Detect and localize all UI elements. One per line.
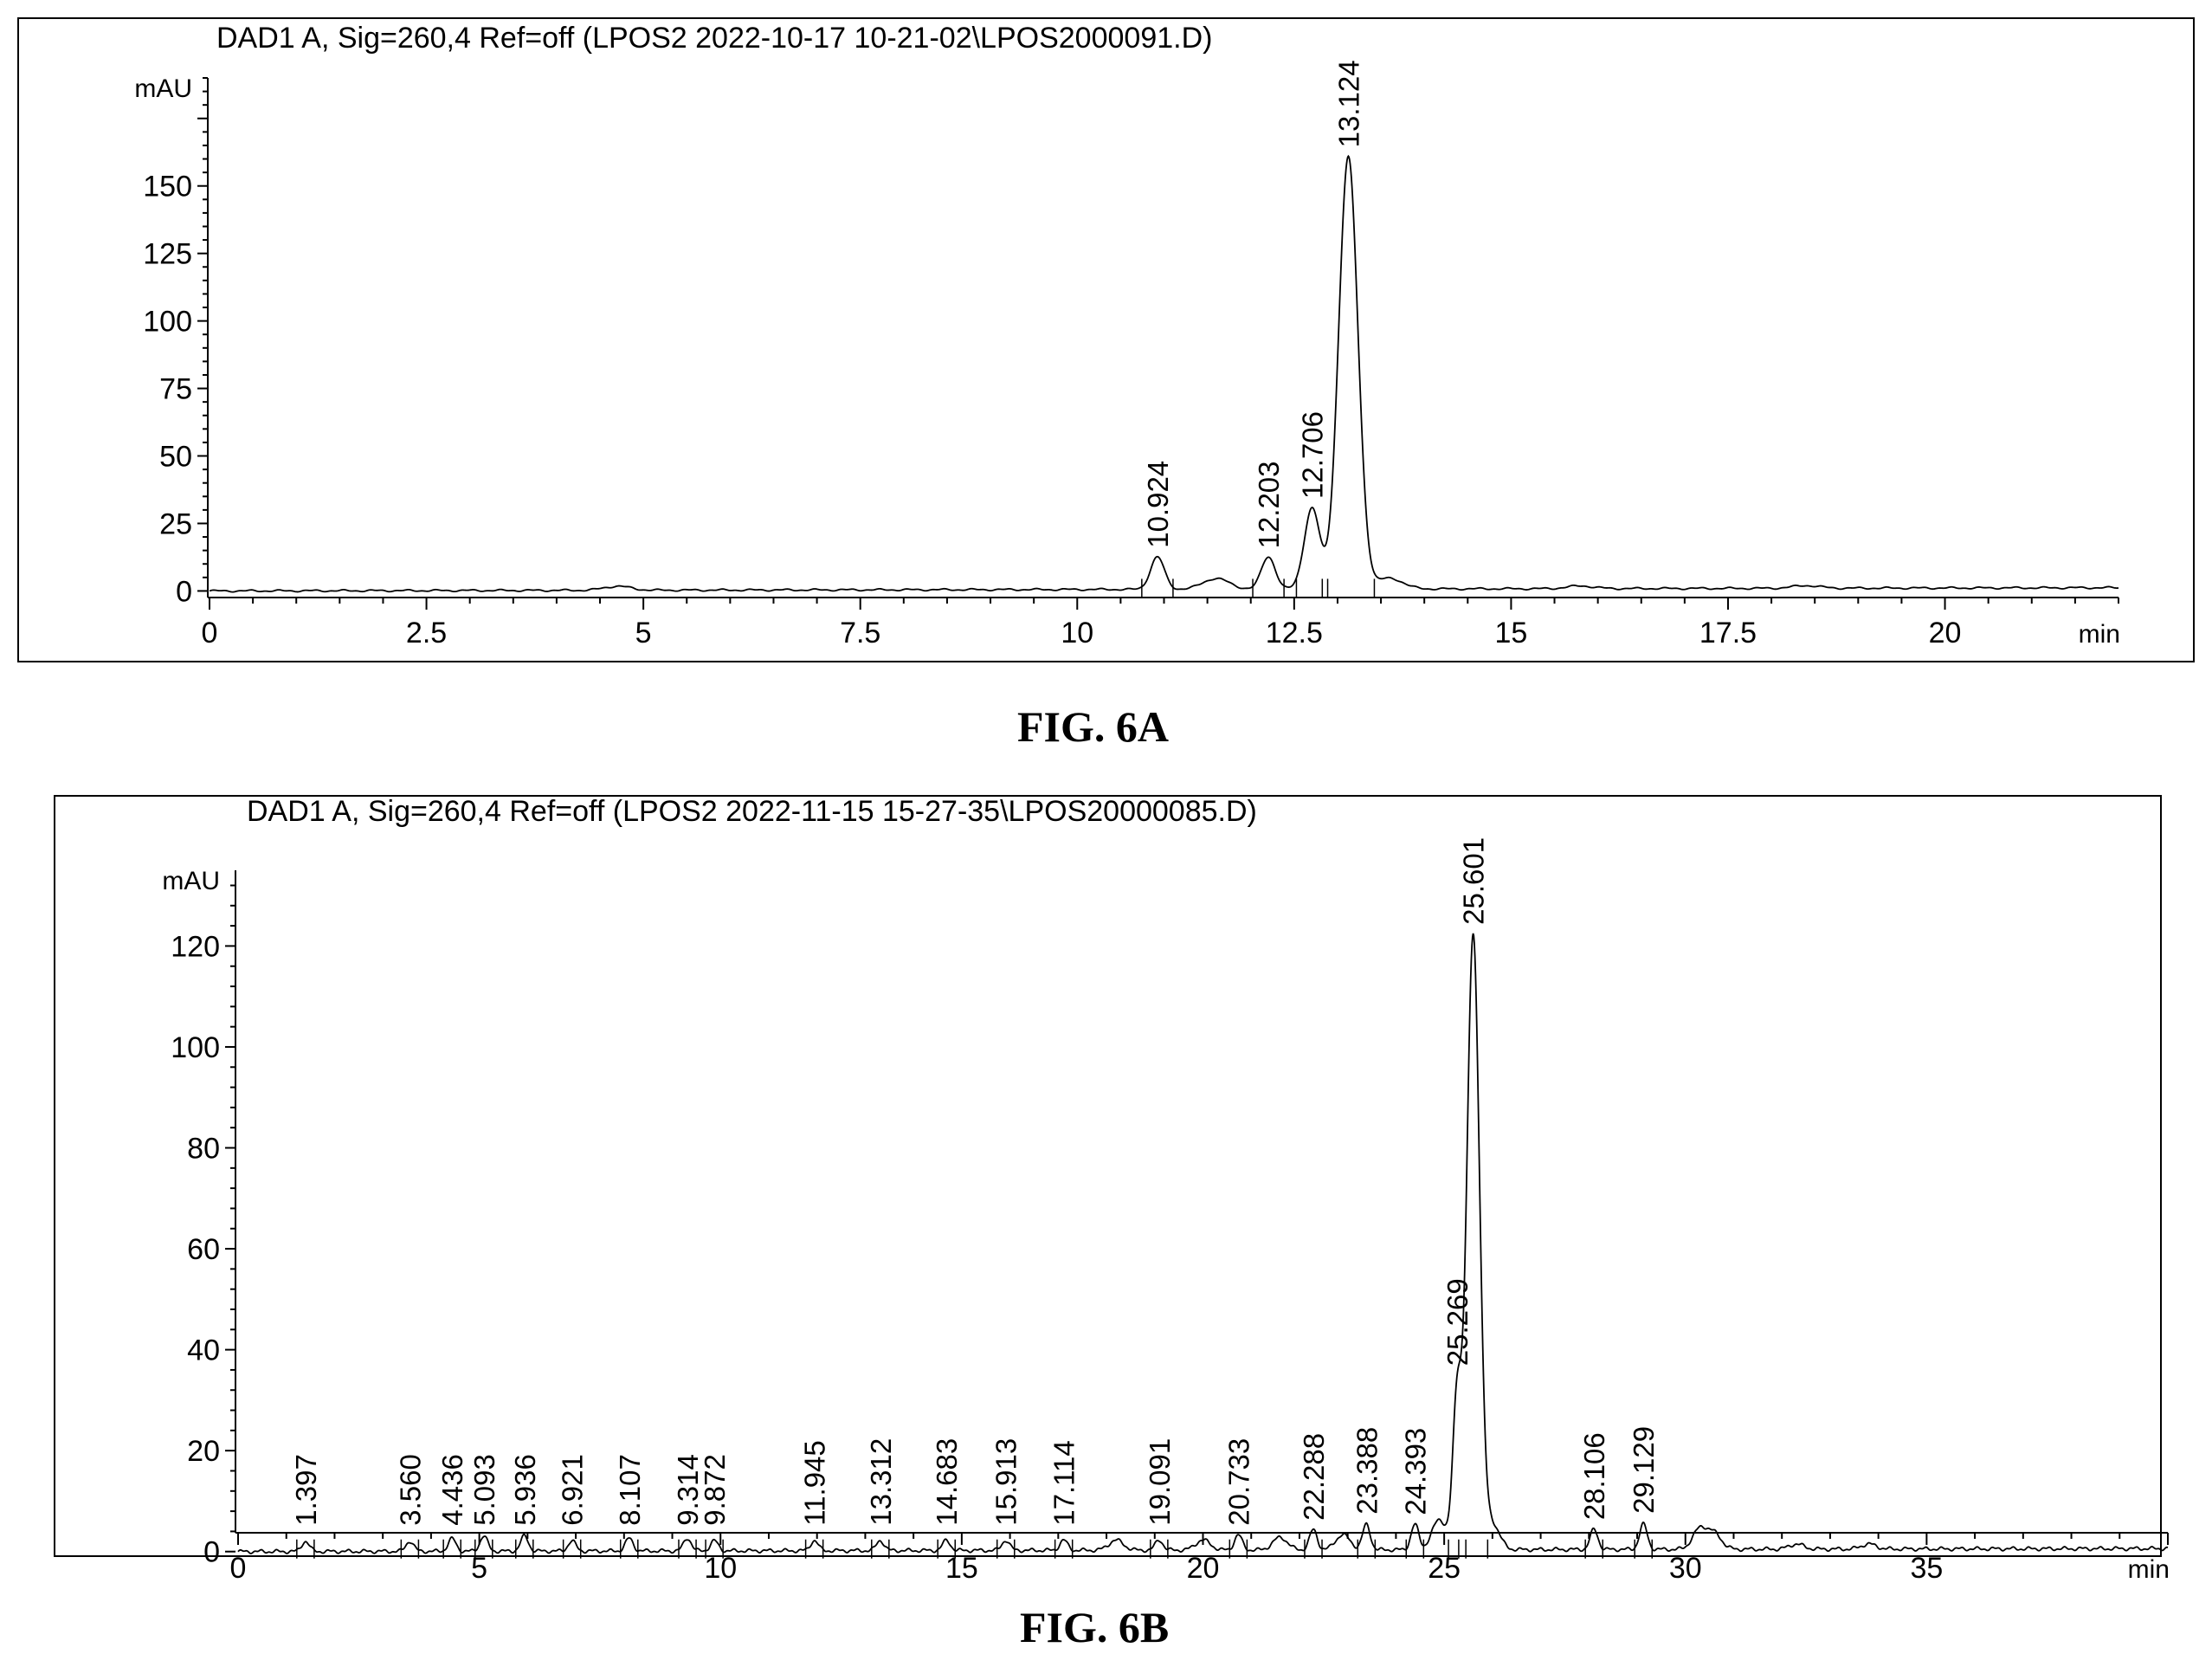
peak-label: 11.945 — [799, 1440, 831, 1525]
y-tick-label: 25 — [159, 507, 192, 540]
x-tick-label: 10 — [704, 1552, 737, 1585]
chromatogram-6a: 0 25 50 75 100 125 150 mAU 0 2.5 5 7.5 10 12.5 15 17.5 2… — [134, 60, 2120, 649]
x-tick-label: 20 — [1187, 1552, 1220, 1585]
x-tick-label: 20 — [1929, 617, 1962, 649]
y-tick-label: 50 — [159, 441, 192, 474]
plot-frame — [54, 795, 2162, 1557]
peak-label: 15.913 — [990, 1438, 1022, 1526]
peak-label: 13.124 — [1332, 60, 1364, 147]
peak-label: 17.114 — [1048, 1440, 1080, 1525]
x-axis-unit: min — [2079, 620, 2120, 649]
y-tick-label: 40 — [187, 1334, 220, 1367]
peak-label: 25.601 — [1458, 837, 1490, 925]
peak-label: 12.706 — [1296, 411, 1328, 499]
x-tick-label: 17.5 — [1699, 617, 1757, 649]
signal-header: DAD1 A, Sig=260,4 Ref=off (LPOS2 2022-10… — [216, 22, 1213, 55]
x-tick-label: 5 — [471, 1552, 487, 1585]
y-tick-label: 60 — [187, 1233, 220, 1266]
x-tick-label: 25 — [1428, 1552, 1461, 1585]
y-axis-unit: mAU — [162, 867, 220, 895]
peak-label: 4.436 — [436, 1454, 468, 1526]
y-tick-label: 100 — [171, 1031, 220, 1064]
peak-label: 10.924 — [1142, 461, 1174, 548]
x-tick-label: 10 — [1061, 617, 1093, 649]
x-tick-label: 7.5 — [840, 617, 880, 649]
peak-label: 5.936 — [509, 1454, 541, 1526]
x-tick-label: 12.5 — [1266, 617, 1323, 649]
figure-caption: FIG. 6A — [1017, 702, 1169, 751]
x-tick-label: 2.5 — [406, 617, 447, 649]
figure-caption: FIG. 6B — [1020, 1603, 1170, 1651]
peak-label: 5.093 — [468, 1454, 500, 1526]
peak-label: 1.397 — [290, 1454, 322, 1526]
signal-header: DAD1 A, Sig=260,4 Ref=off (LPOS2 2022-11… — [247, 795, 1257, 828]
peak-label: 29.129 — [1628, 1426, 1660, 1514]
x-tick-label: 15 — [945, 1552, 978, 1585]
figure-6b: DAD1 A, Sig=260,4 Ref=off (LPOS2 2022-11… — [0, 779, 2212, 1651]
y-tick-label: 75 — [159, 373, 192, 406]
y-tick-label: 100 — [143, 306, 192, 339]
plot-frame — [17, 17, 2195, 662]
peak-label: 12.203 — [1253, 461, 1285, 548]
y-tick-label: 0 — [203, 1536, 220, 1569]
peak-label: 3.560 — [394, 1454, 426, 1526]
y-tick-label: 0 — [176, 575, 192, 608]
x-tick-label: 15 — [1494, 617, 1527, 649]
peak-label: 19.091 — [1144, 1438, 1176, 1526]
peak-label: 23.388 — [1351, 1427, 1383, 1515]
peak-label: 14.683 — [931, 1438, 963, 1526]
x-tick-label: 0 — [230, 1552, 247, 1585]
signal-trace — [237, 933, 2169, 1554]
figure-6a: DAD1 A, Sig=260,4 Ref=off (LPOS2 2022-10… — [0, 0, 2212, 762]
x-tick-label: 5 — [635, 617, 652, 649]
y-tick-label: 150 — [143, 171, 192, 204]
x-tick-label: 35 — [1910, 1552, 1943, 1585]
x-tick-label: 0 — [202, 617, 218, 649]
chromatogram-6b: 0 20 40 60 80 100 120 mAU 0 5 10 15 20 25 30 35 min 1.397… — [162, 837, 2170, 1585]
peak-label: 8.107 — [614, 1454, 646, 1526]
peak-label: 22.288 — [1298, 1433, 1330, 1521]
x-axis-unit: min — [2128, 1555, 2170, 1584]
peak-label: 20.733 — [1222, 1438, 1254, 1526]
peak-label: 25.269 — [1441, 1278, 1474, 1366]
peak-label: 9.314 — [672, 1454, 704, 1526]
x-tick-label: 30 — [1669, 1552, 1702, 1585]
y-tick-label: 125 — [143, 238, 192, 271]
peak-label: 24.393 — [1399, 1428, 1431, 1515]
peak-label: 13.312 — [865, 1438, 897, 1526]
y-tick-label: 20 — [187, 1435, 220, 1468]
peak-label: 9.872 — [699, 1454, 731, 1526]
peak-label: 28.106 — [1578, 1432, 1610, 1520]
y-tick-label: 80 — [187, 1133, 220, 1166]
signal-trace — [209, 154, 2119, 593]
peak-label: 6.921 — [557, 1454, 589, 1526]
y-tick-label: 120 — [171, 930, 220, 963]
y-axis-unit: mAU — [134, 74, 192, 103]
